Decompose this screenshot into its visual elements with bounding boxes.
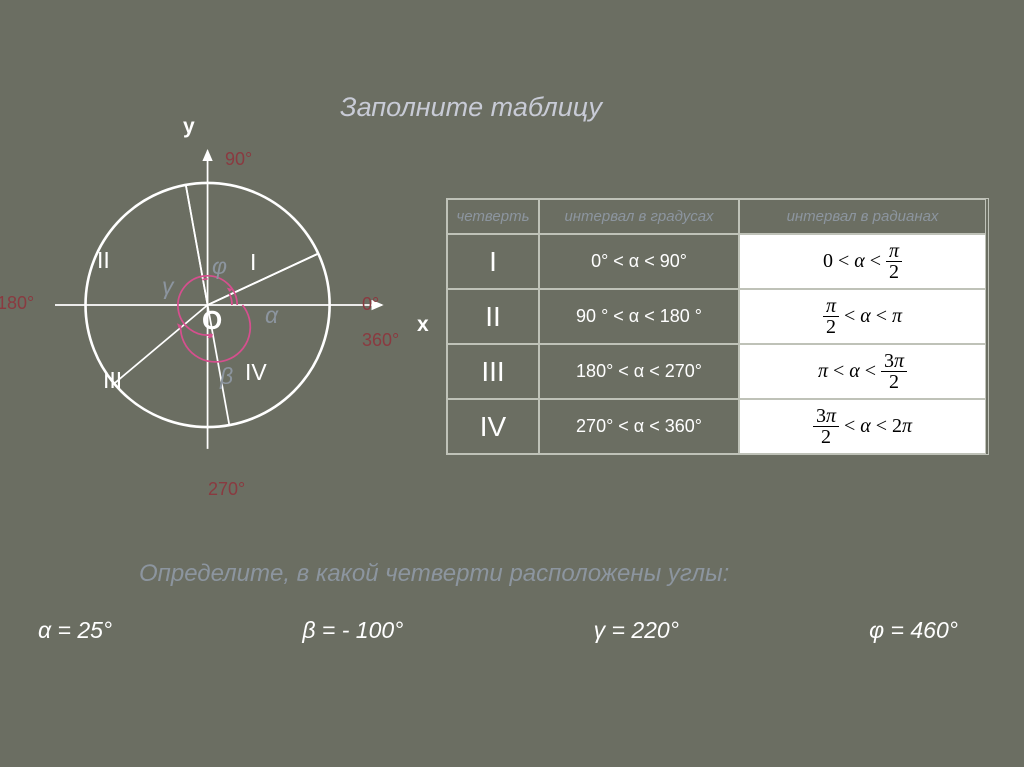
th-quadrant: четверть <box>447 199 539 234</box>
quadrant-4: IV <box>245 359 267 386</box>
cell-q: IV <box>447 399 539 454</box>
th-radians: интервал в радианах <box>739 199 986 234</box>
quadrant-3: III <box>103 367 122 394</box>
table-body: I 0° < α < 90° 0 < α < π2 II 90 ° < α < … <box>447 234 988 454</box>
center-label: O <box>202 305 222 336</box>
deg-0: 0° <box>362 294 379 315</box>
cell-rad: 3π2 < α < 2π <box>739 399 986 454</box>
quadrant-2: II <box>97 247 110 274</box>
deg-180: 180° <box>0 293 34 314</box>
cell-q: II <box>447 289 539 344</box>
angle-beta: β = - 100° <box>302 617 403 644</box>
angle-alpha: α = 25° <box>38 617 112 644</box>
alpha-label: α <box>265 302 278 329</box>
angle-gamma: γ = 220° <box>594 617 679 644</box>
cell-deg: 270° < α < 360° <box>539 399 739 454</box>
cell-rad: 0 < α < π2 <box>739 234 986 289</box>
angle-list: α = 25° β = - 100° γ = 220° φ = 460° <box>38 617 958 644</box>
table-row: I 0° < α < 90° 0 < α < π2 <box>447 234 988 289</box>
quadrant-table: четверть интервал в градусах интервал в … <box>446 198 989 455</box>
angle-phi: φ = 460° <box>869 617 958 644</box>
table-header-row: четверть интервал в градусах интервал в … <box>447 199 988 234</box>
cell-q: III <box>447 344 539 399</box>
deg-90: 90° <box>225 149 252 170</box>
cell-rad: π < α < 3π2 <box>739 344 986 399</box>
page-title: Заполните таблицу <box>340 92 602 123</box>
cell-q: I <box>447 234 539 289</box>
unit-circle-diagram: y x O 90° 0° 360° 270° 180° I II III IV … <box>55 135 395 475</box>
phi-label: φ <box>212 253 227 280</box>
quadrant-1: I <box>250 249 256 276</box>
table-row: IV 270° < α < 360° 3π2 < α < 2π <box>447 399 988 454</box>
table-row: II 90 ° < α < 180 ° π2 < α < π <box>447 289 988 344</box>
th-degrees: интервал в градусах <box>539 199 739 234</box>
table-row: III 180° < α < 270° π < α < 3π2 <box>447 344 988 399</box>
cell-rad: π2 < α < π <box>739 289 986 344</box>
gamma-label: γ <box>162 273 174 300</box>
subtitle: Определите, в какой четверти расположены… <box>139 560 729 588</box>
deg-360: 360° <box>362 330 399 351</box>
cell-deg: 0° < α < 90° <box>539 234 739 289</box>
y-axis-label: y <box>183 115 195 139</box>
cell-deg: 180° < α < 270° <box>539 344 739 399</box>
deg-270: 270° <box>208 479 245 500</box>
beta-label: β <box>220 363 233 390</box>
x-axis-label: x <box>417 313 429 337</box>
cell-deg: 90 ° < α < 180 ° <box>539 289 739 344</box>
